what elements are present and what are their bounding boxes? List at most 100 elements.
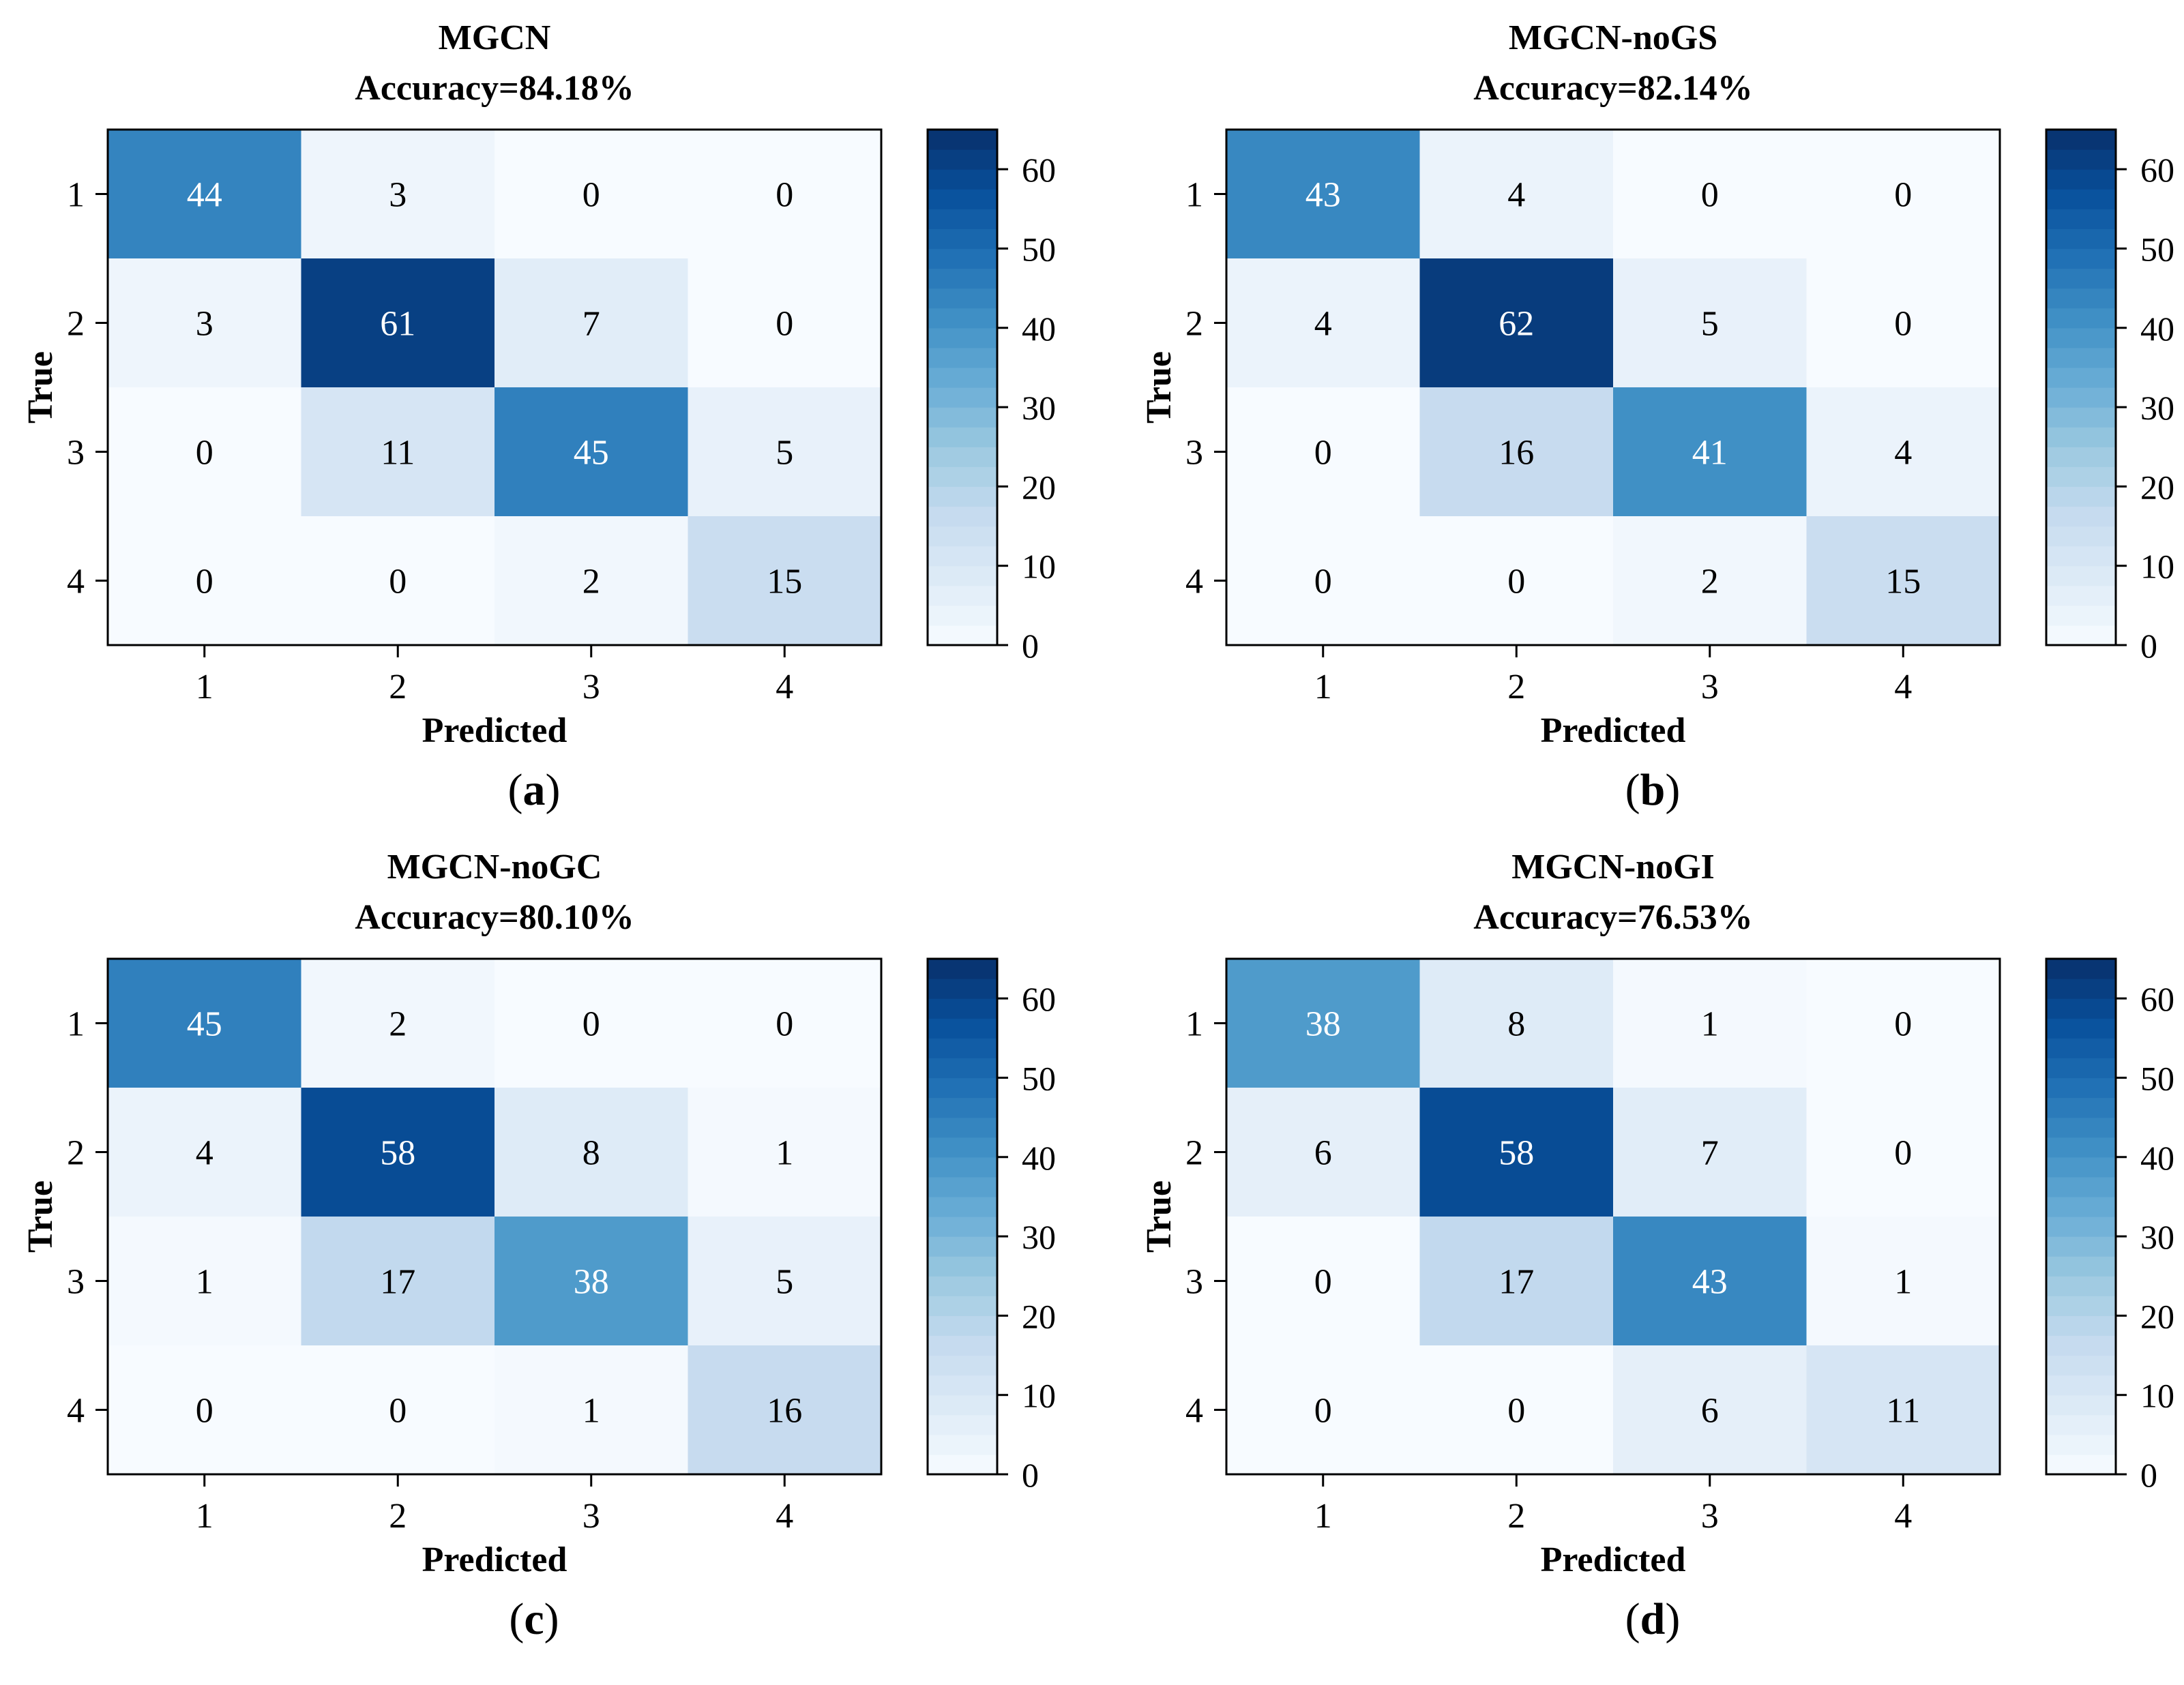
colorbar-segment (928, 1335, 997, 1356)
cell-value-label: 0 (1894, 305, 1912, 344)
cell-value-label: 5 (776, 1263, 793, 1302)
cell-value-label: 0 (1507, 1392, 1525, 1431)
cell-value-label: 0 (1314, 563, 1332, 601)
colorbar-segment (2046, 466, 2116, 487)
matrix-cell (108, 130, 301, 259)
y-tick-label: 2 (67, 1134, 85, 1173)
cell-value-label: 4 (1507, 176, 1525, 215)
cell-value-label: 0 (1894, 1005, 1912, 1044)
cell-value-label: 5 (776, 434, 793, 473)
colorbar-segment (2046, 959, 2116, 979)
cell-value-label: 8 (582, 1134, 600, 1173)
colorbar-segment (928, 979, 997, 999)
cell-value-label: 4 (196, 1134, 213, 1173)
cell-value-label: 38 (574, 1263, 609, 1302)
y-tick-label: 4 (67, 563, 85, 601)
colorbar-segment (928, 1117, 997, 1138)
colorbar-segment (2046, 1097, 2116, 1118)
colorbar-frame (2045, 957, 2117, 1476)
cell-value-label: 0 (582, 176, 600, 215)
matrix-cell (1806, 387, 2001, 517)
colorbar-tick-label: 50 (1022, 1059, 1056, 1097)
x-tick-label: 4 (1894, 1497, 1912, 1536)
colorbar-segment (2046, 1217, 2116, 1237)
heatmap-frame (1225, 128, 2001, 646)
matrix-cell (301, 130, 495, 259)
colorbar-segment (2046, 189, 2116, 209)
cell-value-label: 15 (1885, 563, 1921, 601)
matrix-cell (301, 1088, 495, 1217)
matrix-cell (301, 1345, 495, 1475)
y-tick-label: 2 (1185, 1134, 1203, 1173)
y-axis-label: True (1140, 1180, 1179, 1253)
cell-value-label: 5 (1701, 305, 1719, 344)
x-axis-label: Predicted (422, 711, 567, 750)
colorbar-segment (2046, 367, 2116, 388)
colorbar-tick-label: 0 (2140, 1456, 2157, 1494)
matrix-cell (301, 258, 495, 388)
colorbar-segment (928, 1454, 997, 1475)
matrix-cell (1806, 516, 2001, 646)
colorbar-segment (2046, 169, 2116, 190)
matrix-cell (1226, 1345, 1420, 1475)
panel-title: MGCN-noGC (387, 848, 602, 886)
colorbar-segment (928, 1157, 997, 1178)
colorbar-segment (2046, 1256, 2116, 1277)
colorbar-segment (928, 268, 997, 289)
cell-value-label: 0 (1894, 176, 1912, 215)
cell-value-label: 1 (776, 1134, 793, 1173)
colorbar-segment (928, 1276, 997, 1296)
colorbar-segment (2046, 546, 2116, 567)
matrix-cell (495, 1345, 688, 1475)
colorbar-segment (2046, 1058, 2116, 1079)
colorbar-tick-label: 50 (2140, 1059, 2174, 1097)
colorbar-tick-label: 0 (1022, 627, 1039, 665)
colorbar-tick-label: 10 (1022, 548, 1056, 586)
cell-value-label: 8 (1507, 1005, 1525, 1044)
colorbar-segment (2046, 387, 2116, 408)
colorbar-segment (2046, 1077, 2116, 1099)
matrix-cell (688, 1217, 882, 1346)
panel-title: MGCN-noGI (1511, 848, 1715, 886)
matrix-cell (1226, 1217, 1420, 1346)
cell-value-label: 2 (582, 563, 600, 601)
matrix-cell (1419, 1345, 1614, 1475)
colorbar-segment (928, 526, 997, 547)
matrix-cell (1226, 130, 1420, 259)
cell-value-label: 0 (1894, 1134, 1912, 1173)
colorbar-tick-label: 60 (2140, 980, 2174, 1018)
colorbar-tick-label: 30 (1022, 1218, 1056, 1256)
colorbar-tick-label: 0 (2140, 627, 2157, 665)
cell-value-label: 4 (1894, 434, 1912, 473)
x-tick-label: 1 (1314, 668, 1332, 706)
y-tick-label: 3 (1185, 434, 1203, 473)
cell-value-label: 6 (1701, 1392, 1719, 1431)
cell-value-label: 43 (1305, 176, 1341, 215)
x-tick-label: 1 (196, 668, 213, 706)
colorbar-segment (2046, 228, 2116, 250)
cell-value-label: 1 (582, 1392, 600, 1431)
x-tick-label: 2 (389, 1497, 407, 1536)
colorbar-segment (928, 347, 997, 368)
colorbar-segment (2046, 447, 2116, 467)
x-tick-label: 3 (1701, 1497, 1719, 1536)
colorbar-tick-label: 10 (1022, 1377, 1056, 1415)
colorbar-segment (2046, 1454, 2116, 1475)
matrix-cell (495, 258, 688, 388)
colorbar-segment (2046, 486, 2116, 507)
colorbar-segment (928, 1058, 997, 1079)
matrix-cell (495, 516, 688, 646)
colorbar-segment (928, 387, 997, 408)
y-tick-label: 1 (67, 176, 85, 215)
matrix-cell (1419, 387, 1614, 517)
matrix-cell (495, 130, 688, 259)
matrix-cell (1806, 258, 2001, 388)
cell-value-label: 45 (187, 1005, 222, 1044)
matrix-cell (688, 387, 882, 517)
colorbar-tick-label: 60 (1022, 151, 1056, 189)
colorbar-segment (2046, 1157, 2116, 1178)
x-tick-label: 3 (1701, 668, 1719, 706)
matrix-cell (495, 1088, 688, 1217)
x-axis-label: Predicted (1541, 1540, 1686, 1579)
